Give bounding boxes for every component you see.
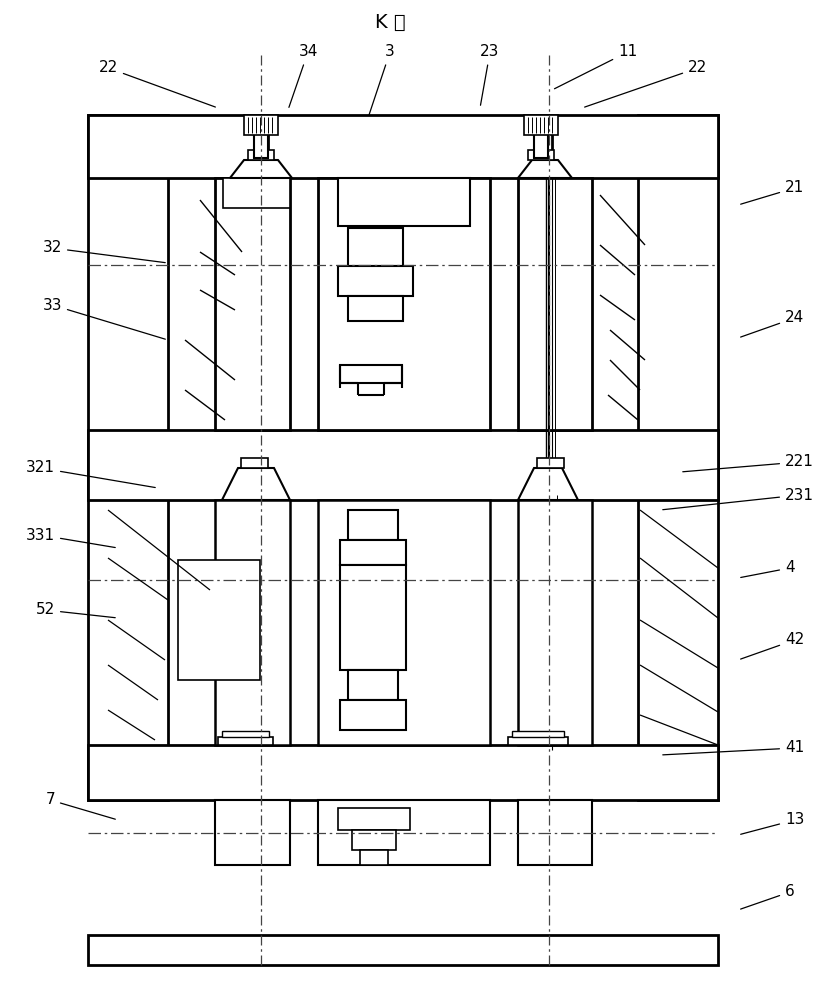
Bar — [518, 500, 592, 745]
Bar — [88, 115, 168, 800]
Bar — [340, 700, 406, 730]
Bar — [524, 115, 558, 135]
Bar — [338, 808, 410, 830]
Bar — [508, 737, 568, 745]
Bar — [340, 540, 406, 565]
Bar — [360, 850, 388, 865]
Bar — [638, 115, 718, 800]
Text: 4: 4 — [741, 560, 795, 577]
Bar — [318, 800, 490, 865]
Bar — [537, 458, 564, 468]
Bar — [244, 115, 278, 135]
Polygon shape — [230, 160, 292, 178]
Bar — [340, 365, 402, 383]
Bar — [178, 560, 260, 680]
Bar — [318, 178, 490, 430]
Bar — [222, 731, 269, 737]
Text: 7: 7 — [45, 792, 115, 819]
Bar — [215, 178, 290, 430]
Text: 42: 42 — [741, 633, 804, 659]
Bar — [254, 120, 268, 158]
Bar — [518, 178, 592, 430]
Bar — [338, 178, 470, 226]
Bar — [518, 800, 592, 865]
Polygon shape — [222, 468, 290, 500]
Text: 21: 21 — [741, 180, 804, 204]
Bar — [218, 737, 273, 745]
Bar — [248, 150, 274, 160]
Bar — [88, 430, 718, 500]
Bar — [215, 500, 290, 745]
Text: 13: 13 — [741, 812, 804, 834]
Text: 6: 6 — [741, 884, 795, 909]
Text: 41: 41 — [663, 740, 804, 756]
Text: 34: 34 — [289, 44, 317, 107]
Text: K 向: K 向 — [375, 12, 405, 31]
Bar — [352, 830, 396, 850]
Bar — [534, 120, 548, 158]
Bar — [338, 266, 413, 296]
Bar — [348, 296, 403, 321]
Text: 22: 22 — [99, 60, 215, 107]
Text: 231: 231 — [663, 488, 814, 510]
Bar — [88, 745, 718, 800]
Polygon shape — [518, 160, 572, 178]
Text: 331: 331 — [26, 528, 115, 548]
Bar — [88, 115, 718, 178]
Bar — [318, 500, 490, 745]
Bar — [340, 565, 406, 670]
Text: 52: 52 — [36, 602, 115, 618]
Text: 33: 33 — [43, 298, 165, 339]
Text: 24: 24 — [741, 310, 804, 337]
Bar — [348, 228, 403, 266]
Bar — [348, 510, 398, 540]
Text: 221: 221 — [683, 454, 814, 472]
Bar — [223, 178, 290, 208]
Bar — [215, 800, 290, 865]
Text: 3: 3 — [369, 44, 395, 115]
Text: 321: 321 — [26, 460, 155, 488]
Text: 23: 23 — [480, 44, 499, 105]
Text: 22: 22 — [584, 60, 707, 107]
Polygon shape — [518, 468, 578, 500]
Bar — [241, 458, 268, 468]
Bar — [512, 731, 564, 737]
Bar — [348, 670, 398, 700]
Bar — [88, 935, 718, 965]
Text: 11: 11 — [554, 44, 637, 89]
Bar — [528, 150, 554, 160]
Text: 32: 32 — [43, 240, 165, 263]
